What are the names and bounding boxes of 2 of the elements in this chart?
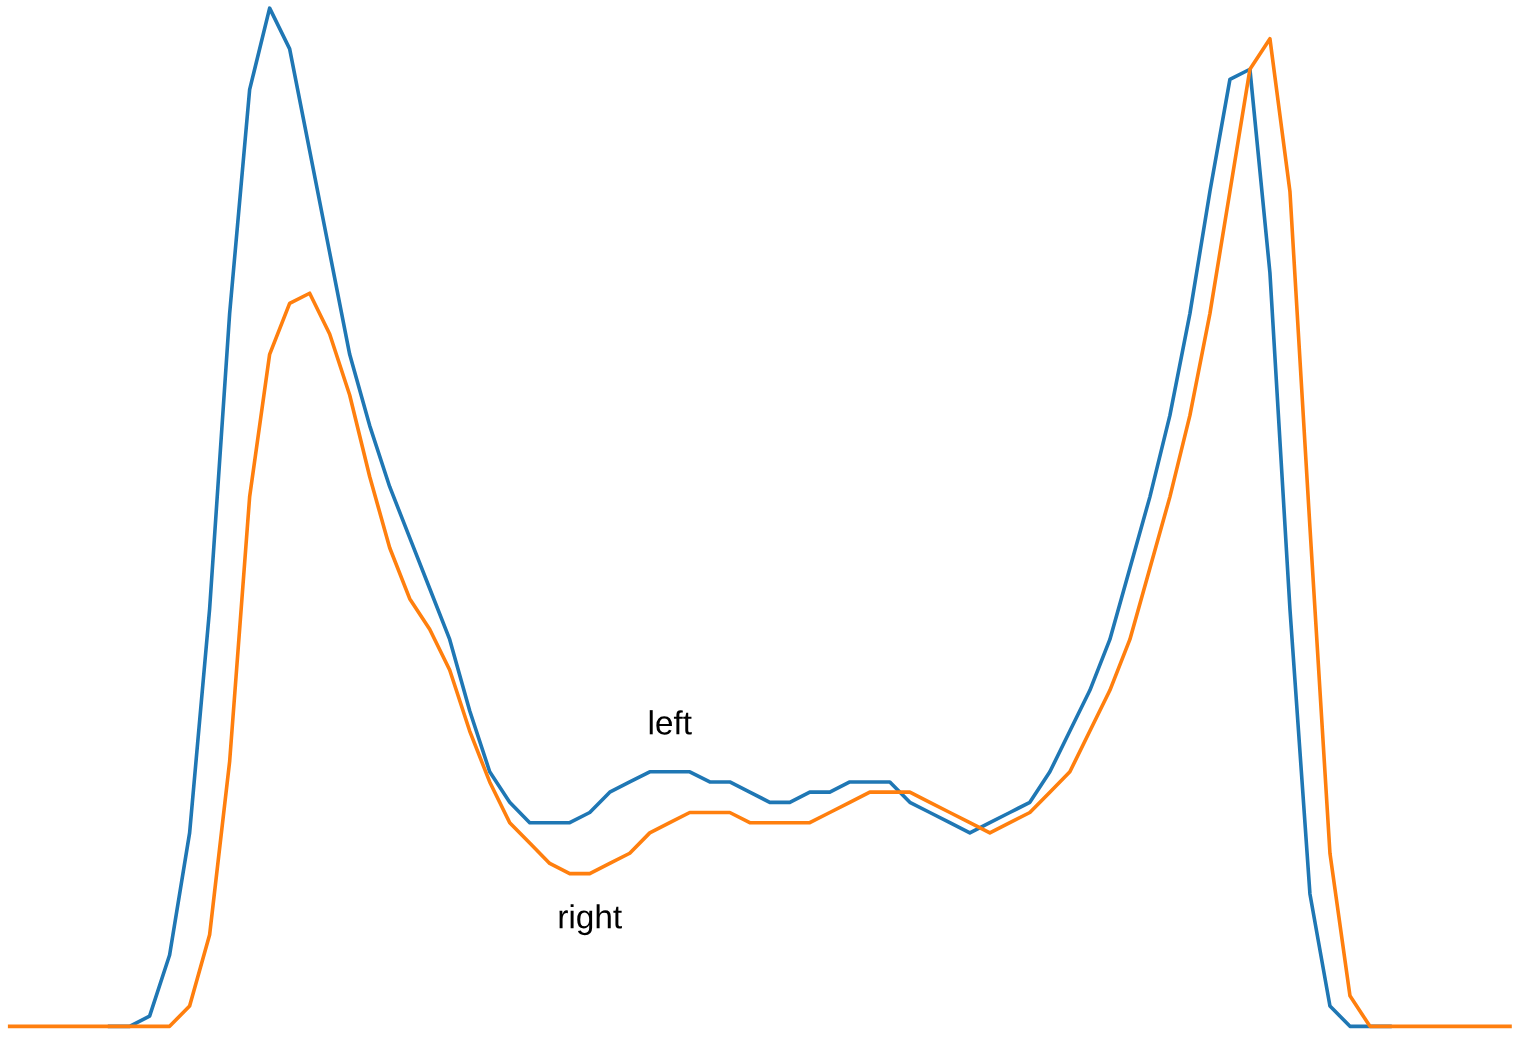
series-label: left: [649, 710, 692, 735]
series-label: right: [559, 904, 622, 936]
